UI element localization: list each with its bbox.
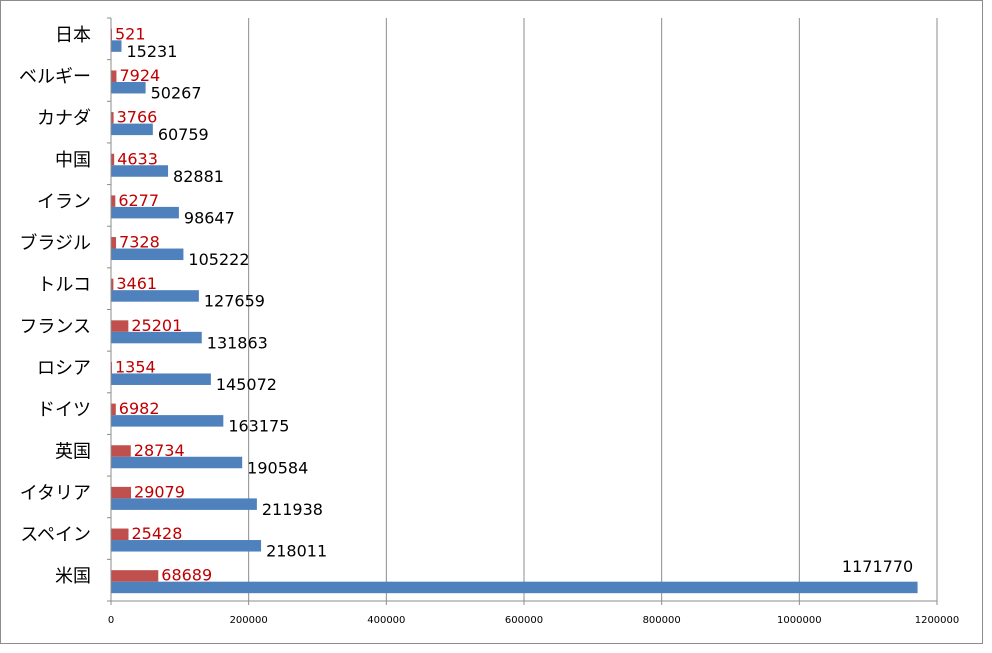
data-label-series-a: 145072 xyxy=(216,375,277,394)
chart-frame xyxy=(0,0,983,644)
bar-series-b xyxy=(111,403,116,416)
data-label-series-a: 60759 xyxy=(158,125,209,144)
data-label-series-a: 15231 xyxy=(126,42,177,61)
bar-series-b xyxy=(111,70,117,82)
bar-series-b xyxy=(111,153,115,166)
bar-series-a xyxy=(111,540,262,552)
data-label-series-b: 3461 xyxy=(116,274,157,293)
bar-series-a xyxy=(111,123,153,136)
category-label: トルコ xyxy=(37,275,91,296)
category-label: 日本 xyxy=(55,25,91,46)
data-label-series-b: 29079 xyxy=(134,482,185,501)
data-label-series-a: 1171770 xyxy=(842,557,913,576)
bar-series-b xyxy=(111,278,114,291)
bar-series-a xyxy=(111,290,199,302)
data-label-series-a: 190584 xyxy=(247,458,308,477)
data-label-series-b: 521 xyxy=(115,24,146,43)
bar-series-b xyxy=(111,195,116,207)
bar-series-b xyxy=(111,445,131,457)
x-tick-label: 400000 xyxy=(367,615,405,626)
data-label-series-a: 105222 xyxy=(188,250,249,269)
category-label: ブラジル xyxy=(19,232,91,254)
bar-series-b xyxy=(111,112,114,124)
data-label-series-a: 163175 xyxy=(228,417,289,436)
data-label-series-b: 4633 xyxy=(117,149,158,168)
data-label-series-b: 68689 xyxy=(161,566,212,585)
category-label: イラン xyxy=(37,191,91,212)
data-label-series-a: 127659 xyxy=(204,292,265,311)
category-label: 米国 xyxy=(55,566,91,587)
bar-series-a xyxy=(111,415,224,427)
bar-series-a xyxy=(111,456,243,469)
x-tick-labels: 0 200000 400000 600000 800000 1000000 1200000 xyxy=(108,615,959,626)
bar-series-a xyxy=(111,248,184,261)
category-label: 英国 xyxy=(55,441,91,462)
data-label-series-b: 25201 xyxy=(131,316,182,335)
category-label: カナダ xyxy=(37,108,91,129)
category-label: フランス xyxy=(19,316,91,337)
x-tick-label: 200000 xyxy=(230,615,268,626)
bar-series-b xyxy=(111,528,129,541)
bar-series-a xyxy=(111,498,257,510)
bar-series-b xyxy=(111,237,117,249)
bar-series-b xyxy=(111,320,129,332)
category-label: ロシア xyxy=(37,358,91,379)
data-label-series-a: 50267 xyxy=(151,83,202,102)
data-label-series-a: 131863 xyxy=(207,333,268,352)
category-label: ドイツ xyxy=(37,400,91,421)
data-label-series-b: 25428 xyxy=(132,524,183,543)
bar-series-b xyxy=(111,486,132,499)
data-label-series-b: 28734 xyxy=(134,441,185,460)
data-label-series-b: 7328 xyxy=(119,233,160,252)
bar-series-b xyxy=(111,570,159,582)
category-labels: 日本ベルギーカナダ中国イランブラジルトルコフランスロシアドイツ英国イタリアスペイ… xyxy=(19,25,91,587)
category-label: ベルギー xyxy=(19,66,91,87)
data-label-series-a: 211938 xyxy=(262,500,323,519)
category-label: 中国 xyxy=(55,150,91,171)
bar-series-a xyxy=(111,206,179,219)
data-label-series-a: 218011 xyxy=(266,542,327,561)
category-label: スペイン xyxy=(20,525,91,546)
bar-series-a xyxy=(111,40,122,52)
x-tick-label: 800000 xyxy=(643,615,681,626)
x-tick-label: 0 xyxy=(108,615,114,626)
bar-series-a xyxy=(111,373,211,385)
x-tick-label: 600000 xyxy=(505,615,543,626)
data-label-series-b: 3766 xyxy=(117,108,158,127)
data-label-series-a: 98647 xyxy=(184,208,235,227)
bar-series-a xyxy=(111,165,169,177)
bar-series-a xyxy=(111,81,146,94)
data-label-series-b: 6277 xyxy=(118,191,159,210)
category-label: イタリア xyxy=(20,483,91,504)
data-label-series-a: 82881 xyxy=(173,167,224,186)
x-tick-label: 1200000 xyxy=(915,615,960,626)
bar-series-a xyxy=(111,581,918,594)
data-label-series-b: 1354 xyxy=(115,357,156,376)
bar-series-a xyxy=(111,331,202,344)
x-tick-label: 1000000 xyxy=(777,615,822,626)
data-label-series-b: 7924 xyxy=(119,66,160,85)
data-label-series-b: 6982 xyxy=(119,399,160,418)
bars xyxy=(111,28,918,594)
